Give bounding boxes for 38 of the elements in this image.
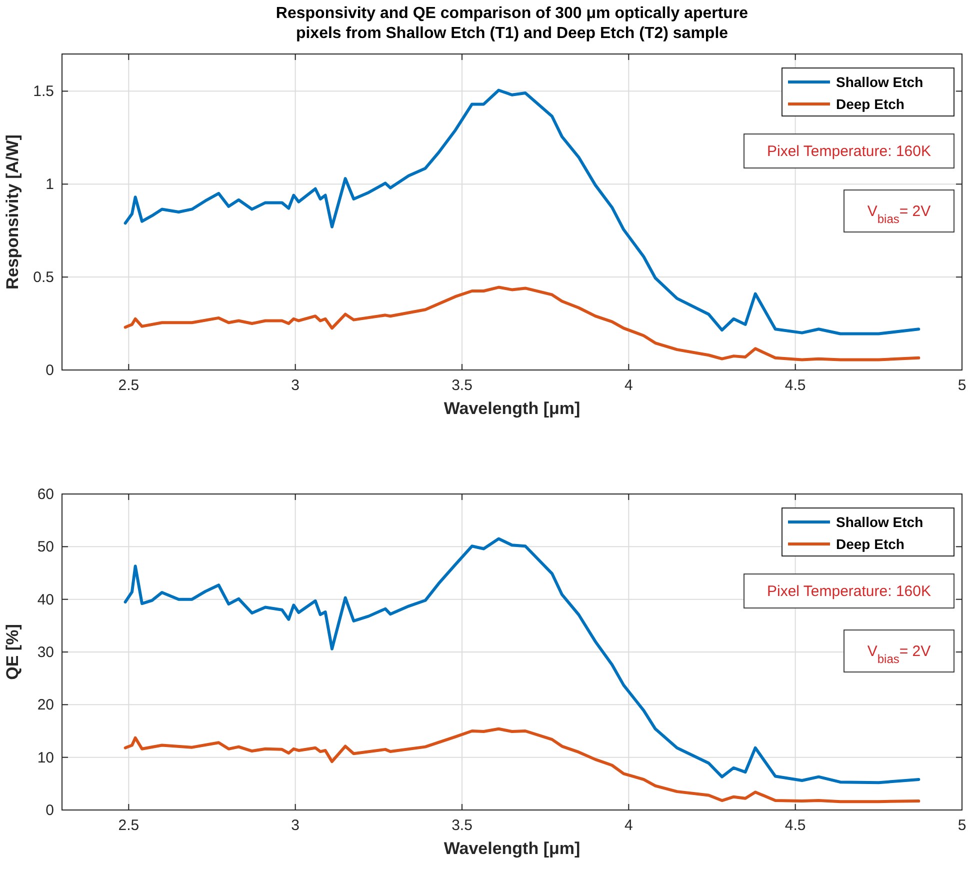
x-tick-label: 3.5 <box>452 377 472 394</box>
x-tick-label: 4.5 <box>784 377 806 394</box>
y-tick-label: 0 <box>46 802 54 819</box>
x-tick-label: 5 <box>958 817 966 834</box>
annotation: Pixel Temperature: 160K <box>767 143 931 160</box>
x-tick-label: 4.5 <box>784 817 806 834</box>
chart-title: Responsivity and QE comparison of 300 μm optically aperture pixels from Shallow Etch (T1) and Deep Etch (T2) sample <box>276 5 748 42</box>
y-tick-label: 0.5 <box>33 269 54 286</box>
x-tick-label: 2.5 <box>118 817 140 834</box>
y-tick-label: 20 <box>37 696 54 714</box>
annotation: Pixel Temperature: 160K <box>767 583 931 600</box>
legend-label: Deep Etch <box>836 96 904 112</box>
line-series <box>124 727 920 804</box>
annotation: V$_{bias}$= 2V <box>867 643 931 666</box>
y-tick-label: 10 <box>37 749 54 766</box>
y-tick-label: 40 <box>37 591 54 608</box>
y-tick-label: 50 <box>37 538 54 556</box>
x-tick-label: 3 <box>291 817 300 834</box>
x-tick-label: 3.5 <box>452 817 472 834</box>
x-tick-label: 5 <box>958 377 966 394</box>
y-tick-label: 60 <box>37 486 54 503</box>
y-tick-label: 0 <box>46 362 54 379</box>
y-tick-label: 1 <box>46 176 54 194</box>
legend-label: Shallow Etch <box>836 74 924 90</box>
x-tick-label: 2.5 <box>118 377 140 394</box>
y-axis-title: QE [%] <box>3 624 22 680</box>
y-tick-label: 30 <box>37 644 54 661</box>
legend-label: Shallow Etch <box>836 514 924 530</box>
annotation: V$_{bias}$= 2V <box>867 203 931 226</box>
x-axis-title: Wavelength [μm] <box>444 399 580 418</box>
x-tick-label: 4 <box>624 817 633 834</box>
x-axis-title: Wavelength [μm] <box>444 839 580 858</box>
x-tick-label: 4 <box>624 377 633 394</box>
legend-label: Deep Etch <box>836 536 904 552</box>
x-tick-label: 3 <box>291 377 300 394</box>
y-tick-label: 1.5 <box>33 83 54 100</box>
line-series <box>124 286 920 362</box>
y-axis-title: Responsivity [A/W] <box>3 134 22 290</box>
